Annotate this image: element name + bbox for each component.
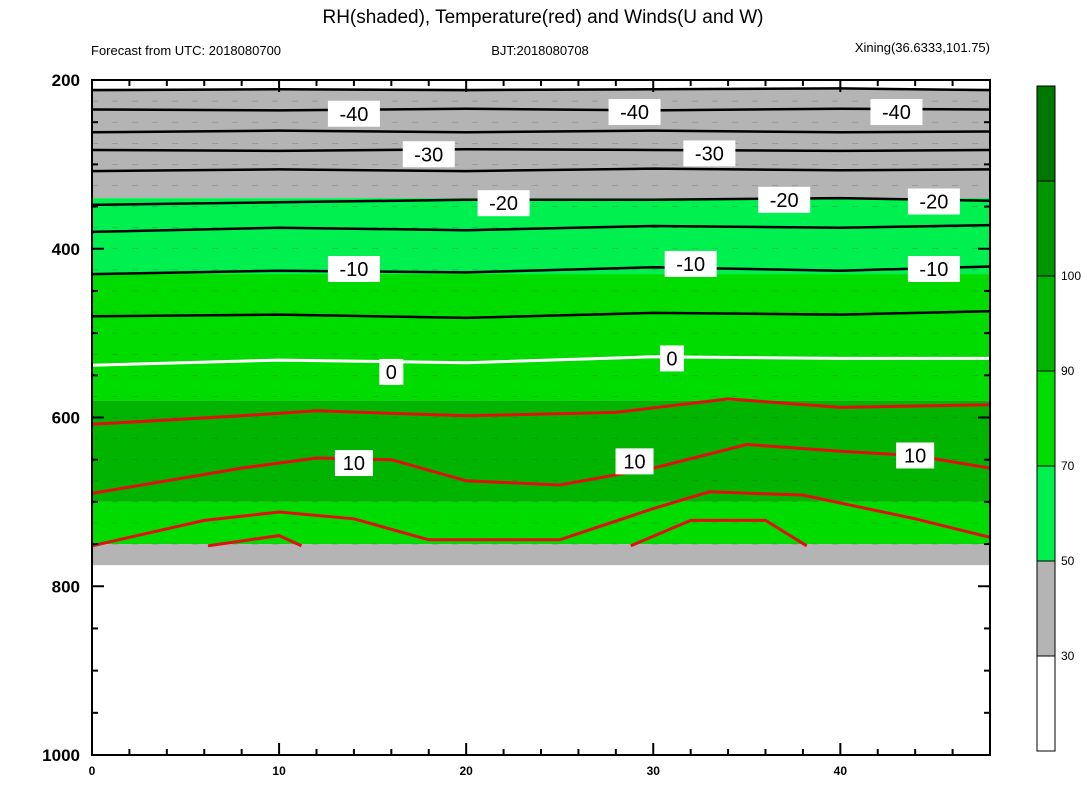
contour-label: -10 [676,254,705,276]
contour-label-box [327,100,380,127]
rh-band [92,88,990,199]
colorbar-segment [1036,465,1056,562]
contour-label-box [870,99,923,126]
contour-label-box [615,448,654,475]
colorbar-label: 70 [1061,459,1075,473]
contour-label: -10 [919,259,948,281]
contour-label: -20 [919,192,948,214]
contour-label: -20 [489,193,518,215]
contour-label-box [608,99,661,126]
colorbar-segment [1036,85,1056,182]
isotherm-red [91,397,991,426]
isotherm-black [91,196,991,207]
contour-label-box [334,450,373,477]
contour-label-box [907,256,960,282]
contour-label-box [659,345,684,372]
x-tick-label: 30 [647,764,661,778]
y-tick-label: 800 [52,577,80,596]
contour-label-box [907,188,960,215]
rh-band [92,501,990,545]
contour-label: -10 [339,259,368,281]
contour-label-box [477,190,530,217]
plot-area: -40 -40 -40 -30 -30 -20 -20 -20 -10 -10 -10 0 0 10 10 1… [91,79,991,756]
contour-label: -40 [339,104,368,126]
right-subtitle: Xining(36.6333,101.75) [855,40,990,55]
contour-label: 0 [386,362,397,384]
contour-label: -30 [414,144,443,166]
isotherm-black [91,129,991,134]
contour-label-box [402,141,455,168]
center-subtitle: BJT:2018080708 [491,43,589,58]
colorbar-label: 90 [1061,364,1075,378]
rh-shaded-layer [92,88,990,566]
isotherm-black [91,223,991,234]
contour-label: 10 [623,451,645,473]
contour-label-layer: -40 -40 -40 -30 -30 -20 -20 -20 -10 -10 -10 0 0 10 10 1… [327,99,960,477]
isotherm-red [91,490,991,548]
colorbar: 30 50 70 90 100 [1036,85,1081,752]
rh-band [92,274,990,401]
isotherm-black [91,107,991,112]
contour-label: -30 [695,143,724,165]
colorbar-segment [1036,180,1056,277]
x-axis: 0 10 20 30 40 [89,80,991,778]
colorbar-segment [1036,370,1056,467]
isotherm-red [630,518,808,548]
contour-label-box [683,140,736,167]
colorbar-segment [1036,560,1056,657]
x-tick-label: 10 [272,764,286,778]
y-tick-label: 1000 [42,746,80,765]
contour-label-box [664,250,717,277]
contour-label-box [327,256,380,282]
x-tick-label: 40 [834,764,848,778]
rh-band [92,544,990,566]
contour-label: 0 [666,348,677,370]
isotherm-black [91,309,991,320]
y-tick-label: 400 [52,240,80,259]
x-tick-label: 20 [459,764,473,778]
isotherm-black [91,167,991,173]
isotherm-black [91,265,991,276]
colorbar-label: 30 [1061,649,1075,663]
isotherm-zero-white [91,355,990,367]
y-tick-label: 600 [52,409,80,428]
isotherm-red [207,534,303,548]
isotherm-black [91,147,991,153]
isotherm-black [91,87,991,92]
left-subtitle: Forecast from UTC: 2018080700 [91,43,281,58]
contour-label-box [896,442,935,469]
contour-label: -20 [770,190,799,212]
contour-label: -40 [620,102,649,124]
colorbar-segment [1036,655,1056,752]
contour-label: 10 [904,445,926,467]
contour-label-box [379,358,404,385]
y-tick-label: 200 [52,71,80,90]
isotherm-layer [91,87,991,548]
isotherm-red [91,442,991,495]
colorbar-segment [1036,275,1056,372]
contour-label-box [758,186,811,213]
contour-label: 10 [343,453,365,475]
rh-band [92,198,990,275]
contour-label: -40 [882,102,911,124]
x-tick-label: 0 [89,764,96,778]
chart-title: RH(shaded), Temperature(red) and Winds(U… [322,7,763,28]
colorbar-label: 100 [1061,269,1081,283]
colorbar-label: 50 [1061,554,1075,568]
